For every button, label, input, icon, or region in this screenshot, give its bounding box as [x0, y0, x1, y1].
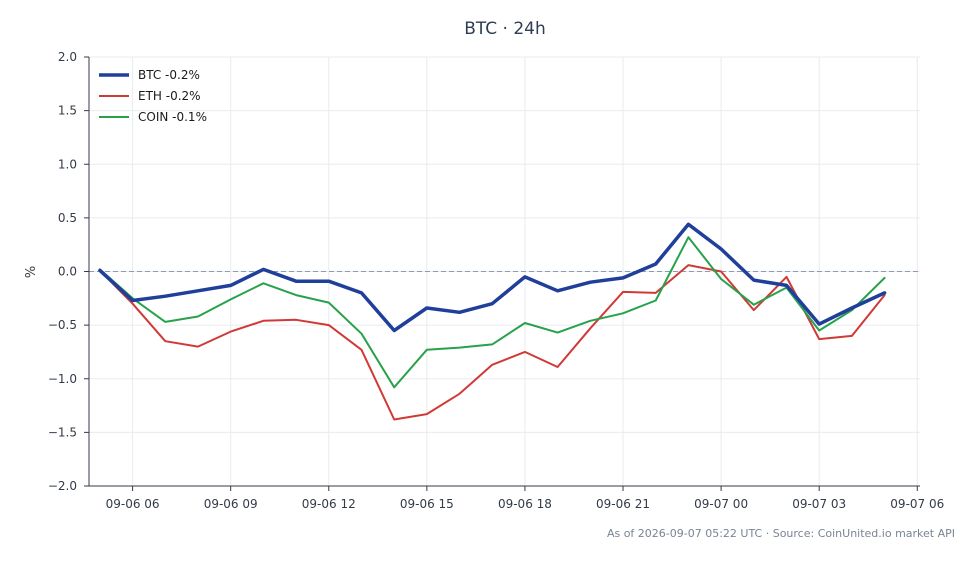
- legend-label-btc: BTC -0.2%: [138, 68, 200, 82]
- series-line-eth: [98, 264, 886, 421]
- x-tick-label: 09-06 18: [498, 497, 552, 511]
- chart-title: BTC · 24h: [464, 19, 546, 39]
- x-tick-label: 09-06 09: [204, 497, 258, 511]
- y-tick-label: −1.0: [48, 372, 77, 386]
- x-tick-label: 09-07 03: [792, 497, 846, 511]
- x-tick-label: 09-06 15: [400, 497, 454, 511]
- y-axis-label: %: [24, 266, 39, 278]
- y-tick-label: −1.5: [48, 425, 77, 439]
- y-tick-label: 0.5: [58, 211, 77, 225]
- series-line-btc: [98, 222, 887, 333]
- y-tick-label: 0.0: [58, 265, 77, 279]
- y-tick-label: 1.5: [58, 104, 77, 118]
- source-note: As of 2026-09-07 05:22 UTC · Source: Coi…: [606, 527, 955, 540]
- y-tick-label: 1.0: [58, 157, 77, 171]
- y-axis-ticks: 2.0 1.5 1.0 0.5 0.0 −0.5 −1.0 −1.5 −2.0: [48, 50, 89, 493]
- legend: BTC -0.2% ETH -0.2% COIN -0.1%: [99, 68, 207, 124]
- x-tick-label: 09-06 12: [302, 497, 356, 511]
- series-line-coin: [98, 236, 886, 389]
- series-lines: [98, 222, 887, 421]
- x-tick-label: 09-06 21: [596, 497, 650, 511]
- legend-label-coin: COIN -0.1%: [138, 110, 207, 124]
- x-tick-label: 09-06 06: [106, 497, 160, 511]
- legend-label-eth: ETH -0.2%: [138, 89, 201, 103]
- y-tick-label: 2.0: [58, 50, 77, 64]
- x-tick-label: 09-07 00: [694, 497, 748, 511]
- y-tick-label: −0.5: [48, 318, 77, 332]
- y-tick-label: −2.0: [48, 479, 77, 493]
- x-axis-ticks: 09-06 06 09-06 09 09-06 12 09-06 15 09-06 18…: [106, 486, 944, 511]
- x-tick-label: 09-07 06: [890, 497, 944, 511]
